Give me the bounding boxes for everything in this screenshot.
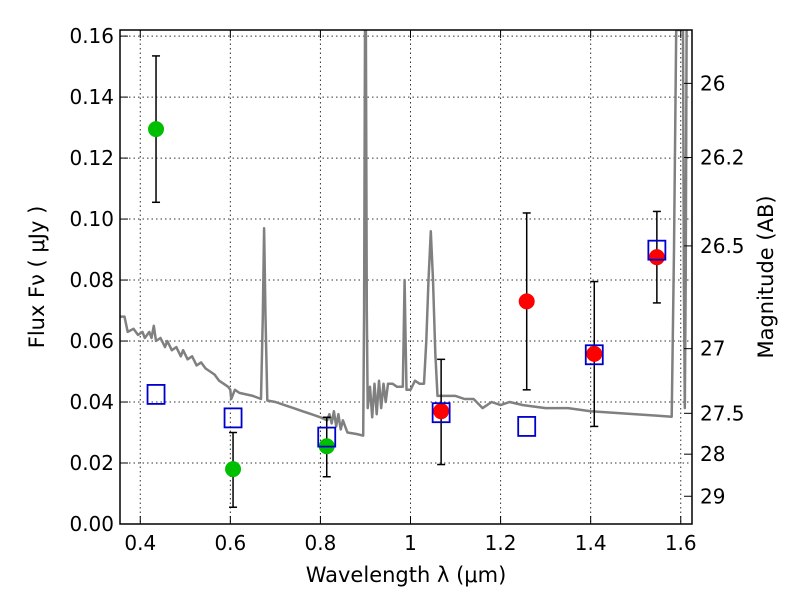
model-photometry-marker xyxy=(584,344,604,366)
plot-frame xyxy=(119,29,693,525)
y-tick-label: 0.04 xyxy=(69,390,114,414)
observed-flux-point xyxy=(148,121,165,138)
magnitude-tick-label: 26.5 xyxy=(700,234,745,258)
sed-model-curve xyxy=(120,30,688,437)
plot-background xyxy=(120,30,692,524)
model-photometry-marker xyxy=(517,416,537,437)
y-tick-label: 0.10 xyxy=(69,207,114,231)
magnitude-tick-label: 26.2 xyxy=(700,145,745,169)
x-tick-label: 1.2 xyxy=(485,531,517,555)
x-tick-label: 0.4 xyxy=(124,531,156,555)
magnitude-tick-label: 26 xyxy=(700,71,725,95)
observed-flux-point xyxy=(586,345,603,362)
model-photometry-marker xyxy=(647,239,667,261)
y-tick-label: 0.16 xyxy=(69,24,114,48)
marker-layer xyxy=(146,121,667,478)
sed-model-layer xyxy=(120,30,688,437)
y-tick-label: 0.14 xyxy=(69,85,114,109)
y-tick-label: 0.00 xyxy=(69,512,114,536)
x-tick-label: 0.8 xyxy=(305,531,337,555)
y-tick-label: 0.02 xyxy=(69,451,114,475)
model-photometry-marker xyxy=(223,407,243,429)
observed-flux-point xyxy=(648,249,665,266)
x-tick-label: 1 xyxy=(404,531,417,555)
model-photometry-marker xyxy=(146,384,166,405)
y-tick-label: 0.08 xyxy=(69,268,114,292)
y-axis-ticks: 0.00 0.02 0.04 0.06 0.08 0.10 0.12 0.14 0.16 xyxy=(69,24,128,536)
x-axis-ticks: 0.4 0.6 0.8 1 1.2 1.4 1.6 xyxy=(124,30,697,555)
y-tick-label: 0.12 xyxy=(69,146,114,170)
x-tick-label: 1.6 xyxy=(665,531,697,555)
magnitude-tick-label: 27 xyxy=(700,337,725,361)
magnitude-axis-ticks: 26 26.2 26.5 27 27.5 28 29 xyxy=(684,71,745,508)
y-tick-label: 0.06 xyxy=(69,329,114,353)
observed-flux-point xyxy=(518,293,535,310)
magnitude-tick-label: 27.5 xyxy=(700,401,745,425)
observed-flux-point xyxy=(225,461,242,478)
magnitude-tick-label: 29 xyxy=(700,484,725,508)
observed-flux-point xyxy=(433,403,450,420)
x-tick-label: 1.4 xyxy=(575,531,607,555)
magnitude-axis-label: Magnitude (AB) xyxy=(754,195,778,358)
x-tick-label: 0.6 xyxy=(214,531,246,555)
x-axis-label: Wavelength λ (μm) xyxy=(306,563,507,587)
model-photometry-marker xyxy=(431,402,451,424)
model-photometry-marker xyxy=(317,426,337,448)
y-axis-label: Flux Fν ( μJy ) xyxy=(25,206,49,349)
magnitude-tick-label: 28 xyxy=(700,442,725,466)
